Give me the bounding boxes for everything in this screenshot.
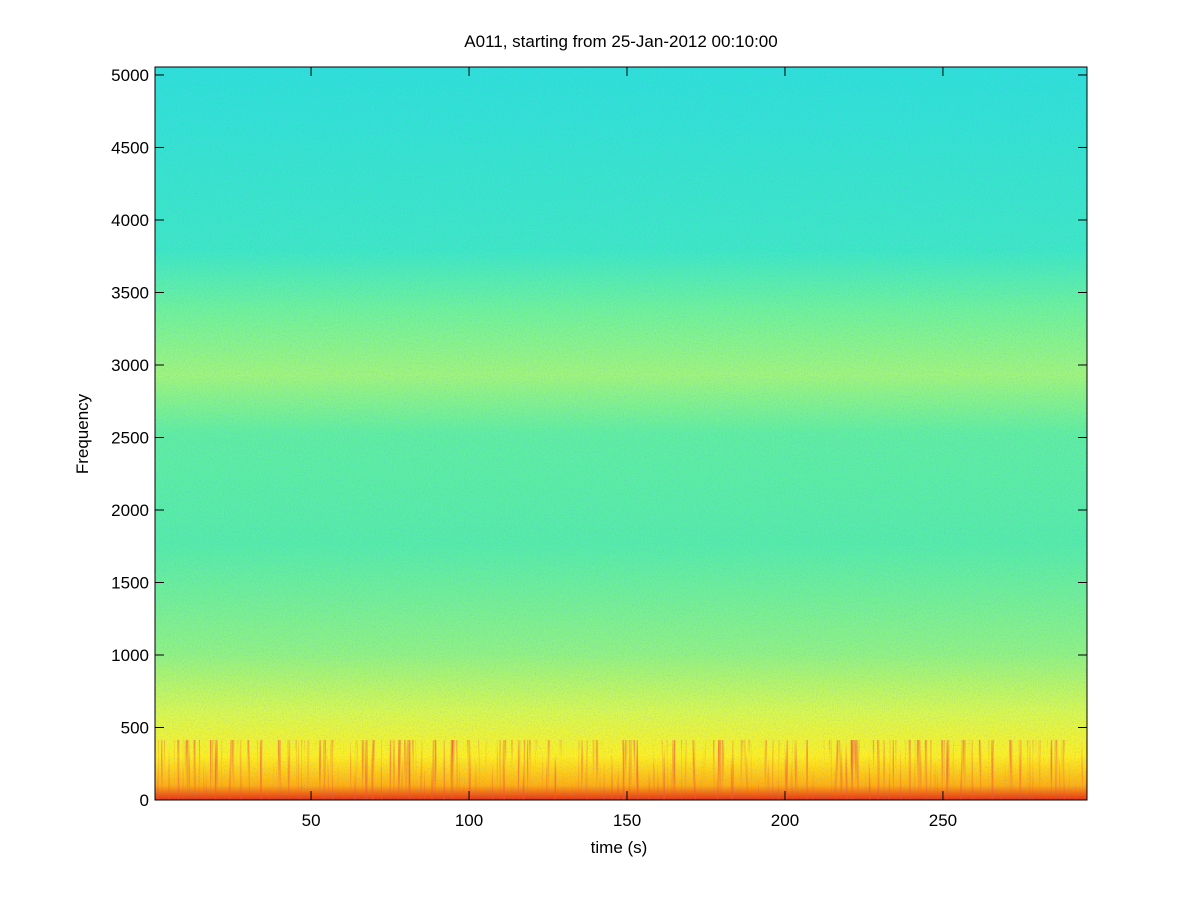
plot-frame (154, 66, 1088, 801)
y-axis-label: Frequency (73, 393, 92, 474)
y-tick-label: 2000 (111, 501, 149, 520)
y-tick-label: 0 (140, 791, 149, 810)
chart-title: A011, starting from 25-Jan-2012 00:10:00 (464, 32, 777, 51)
x-axis-label: time (s) (591, 838, 648, 857)
y-tick-label: 3500 (111, 283, 149, 302)
y-tick-label: 1000 (111, 646, 149, 665)
y-tick-label: 4000 (111, 211, 149, 230)
y-tick-label: 5000 (111, 66, 149, 85)
y-tick-label: 500 (121, 718, 149, 737)
y-tick-label: 1500 (111, 573, 149, 592)
x-tick-label: 250 (929, 811, 957, 830)
y-tick-label: 4500 (111, 138, 149, 157)
x-tick-label: 100 (455, 811, 483, 830)
x-tick-label: 50 (302, 811, 321, 830)
x-tick-label: 150 (613, 811, 641, 830)
spectrogram-image (155, 67, 1087, 800)
x-tick-label: 200 (771, 811, 799, 830)
y-tick-label: 3000 (111, 356, 149, 375)
y-tick-label: 2500 (111, 428, 149, 447)
